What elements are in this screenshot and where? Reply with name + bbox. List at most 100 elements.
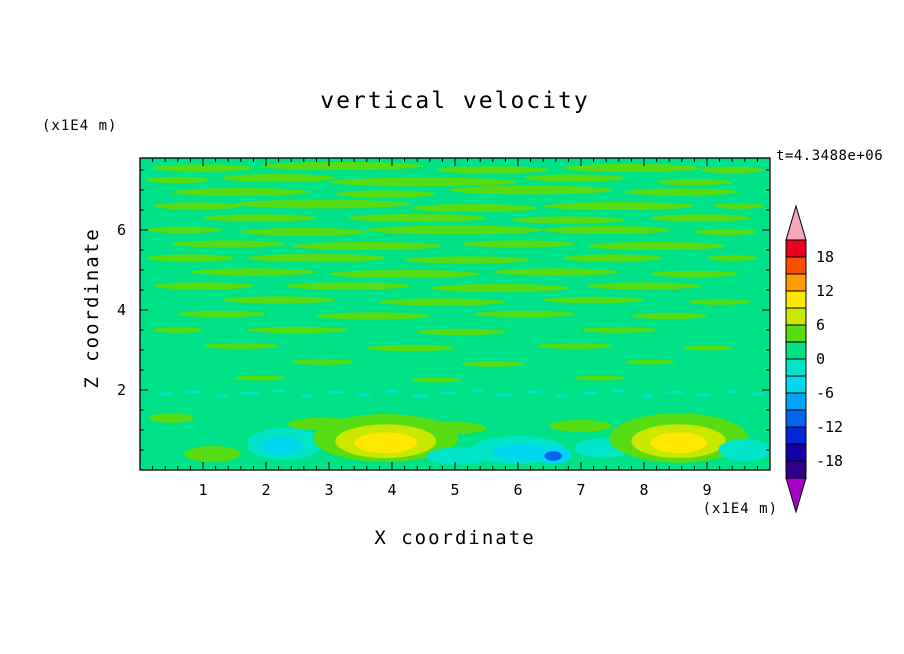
contour-blob (410, 377, 462, 383)
colorbar-under-arrow (785, 477, 807, 514)
contour-blob (240, 228, 367, 236)
contour-blob (562, 254, 663, 262)
contour-blob (203, 214, 317, 222)
contour-blob (492, 268, 619, 276)
x-tick-label: 1 (198, 481, 207, 499)
colorbar-band (785, 273, 807, 292)
x-tick-label: 5 (450, 481, 459, 499)
contour-blob (171, 188, 311, 196)
colorbar-band (785, 392, 807, 411)
contour-blob (511, 216, 626, 224)
colorbar-band (785, 443, 807, 462)
contour-blob (347, 214, 487, 222)
contour-blob (543, 296, 644, 304)
colorbar-band (785, 375, 807, 394)
x-axis-unit-label: (x1E4 m) (702, 501, 778, 517)
contour-blob (291, 242, 443, 250)
contour-blob (171, 240, 285, 248)
contour-blob (555, 394, 569, 398)
contour-blob (707, 255, 758, 261)
contour-blob (247, 254, 386, 262)
contour-blob (152, 282, 254, 290)
x-tick-label: 7 (576, 481, 585, 499)
contour-blob (640, 394, 654, 398)
time-annotation: t=4.3488e+06 (776, 148, 884, 164)
contour-blob (448, 185, 613, 195)
contour-blob (240, 391, 261, 395)
contour-blob (259, 162, 424, 170)
z-tick-label: 4 (117, 301, 126, 319)
colorbar-label: -6 (816, 384, 834, 402)
z-axis-unit-label: (x1E4 m) (42, 118, 118, 134)
contour-blob (354, 432, 418, 454)
colorbar-label: 12 (816, 282, 834, 300)
colorbar-label: -12 (816, 418, 843, 436)
contour-blob (152, 202, 241, 210)
contour-blob (366, 225, 544, 235)
contour-blob (203, 343, 279, 349)
colorbar-label: 6 (816, 316, 825, 334)
contour-blob (625, 359, 676, 365)
contour-blob (215, 394, 229, 398)
colorbar-band (785, 341, 807, 360)
colorbar-band (785, 256, 807, 275)
contour-blob (587, 282, 701, 290)
contour-blob (271, 389, 287, 393)
colorbar-band (785, 307, 807, 326)
contour-blob (356, 393, 372, 397)
contour-blob (146, 254, 235, 262)
colorbar-band (785, 426, 807, 445)
contour-blob (562, 164, 701, 172)
contour-blob (749, 392, 765, 396)
contour-blob (650, 432, 708, 454)
contour-blob (611, 389, 627, 393)
contour-blob (404, 256, 531, 264)
contour-blob (526, 390, 542, 394)
contour-blob (543, 202, 695, 210)
contour-blob (625, 188, 739, 196)
contour-blob (581, 391, 600, 395)
contour-blob (184, 446, 241, 462)
colorbar-over-arrow (785, 204, 807, 241)
x-tick-label: 4 (387, 481, 396, 499)
contour-blob (666, 390, 685, 394)
x-tick-label: 8 (639, 481, 648, 499)
contour-blob (581, 327, 657, 333)
colorbar-band (785, 239, 807, 258)
contour-blob (146, 176, 210, 184)
contour-blob (461, 240, 575, 248)
x-tick-label: 2 (261, 481, 270, 499)
contour-blob (335, 190, 437, 198)
contour-blob (470, 388, 484, 392)
contour-blob (429, 284, 569, 292)
contour-blob (221, 174, 336, 182)
contour-blob (417, 328, 506, 336)
contour-blob (536, 343, 613, 349)
contour-blob (221, 296, 336, 304)
colorbar-band (785, 358, 807, 377)
contour-blob (316, 312, 430, 320)
contour-blob (713, 203, 764, 209)
contour-blob (410, 204, 537, 212)
contour-blob (184, 390, 203, 394)
z-tick-label: 6 (117, 221, 126, 239)
colorbar-band (785, 290, 807, 309)
colorbar-label: 18 (816, 248, 834, 266)
contour-blob (379, 298, 506, 306)
contour-blob (325, 390, 345, 394)
contour-blob (543, 226, 670, 234)
contour-blob (656, 178, 733, 186)
contour-blob (385, 390, 399, 394)
contour-blob (149, 413, 194, 423)
contour-blob (261, 437, 302, 455)
contour-blob (146, 226, 222, 234)
plot-title: vertical velocity (320, 88, 590, 114)
contour-blob (234, 199, 411, 209)
contour-blob (549, 420, 613, 432)
contour-blob (631, 312, 707, 320)
contour-blob (574, 375, 626, 381)
contour-blob (247, 326, 348, 334)
x-tick-label: 3 (324, 481, 333, 499)
contour-blob (329, 270, 481, 278)
